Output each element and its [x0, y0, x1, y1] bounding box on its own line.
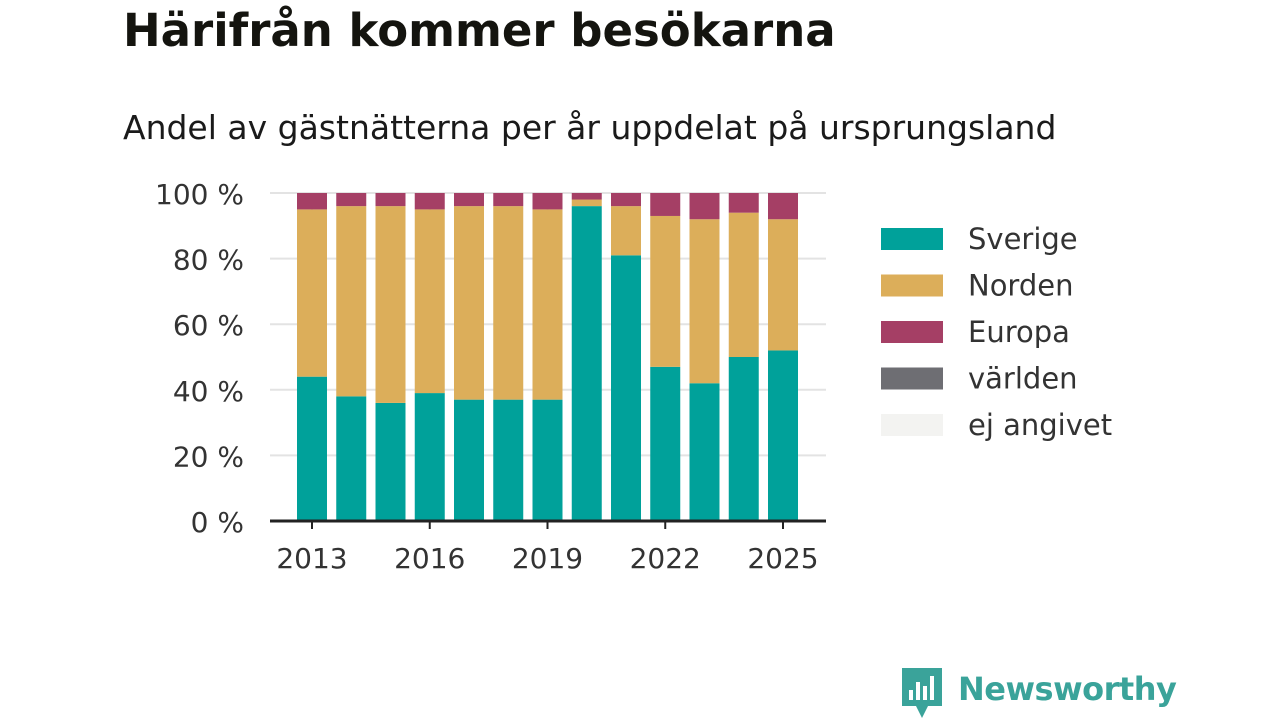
bar-segment: [454, 206, 484, 400]
bar-segment: [375, 206, 406, 403]
x-tick-label: 2025: [747, 542, 818, 575]
bar-segment: [297, 376, 327, 521]
bar-segment: [493, 206, 524, 400]
bar-segment: [375, 193, 406, 207]
chart-title: Härifrån kommer besökarna: [123, 4, 836, 57]
bar-segment: [611, 255, 641, 521]
bar-segment: [728, 193, 759, 213]
y-tick-label: 60 %: [173, 309, 244, 342]
legend-swatch: [881, 274, 943, 297]
bar-segment: [532, 193, 563, 210]
y-tick-label: 80 %: [173, 244, 244, 277]
bar-segment: [414, 193, 445, 210]
legend-label: Sverige: [968, 222, 1078, 256]
bar-segment: [689, 193, 720, 220]
bar-segment: [493, 399, 524, 521]
bar-segment: [336, 193, 367, 207]
bar-segment: [728, 357, 759, 521]
legend-label: Europa: [968, 315, 1070, 349]
y-tick-label: 40 %: [173, 375, 244, 408]
bar-segment: [493, 193, 524, 207]
legend-swatch: [881, 414, 943, 436]
bar-segment: [414, 209, 445, 394]
legend-swatch: [881, 367, 943, 390]
y-tick-label: 100 %: [155, 178, 244, 211]
bar-segment: [414, 393, 445, 521]
y-tick-label: 20 %: [173, 440, 244, 473]
bar-segment: [689, 219, 720, 384]
newsworthy-logo: Newsworthy: [902, 668, 1177, 720]
bar-segment: [611, 206, 641, 256]
bar-segment: [375, 402, 406, 521]
bar-segment: [571, 199, 602, 207]
x-tick-label: 2022: [630, 542, 701, 575]
bar-segment: [768, 219, 798, 351]
bar-segment: [650, 366, 681, 521]
bar-segment: [336, 396, 367, 521]
legend-swatch: [881, 321, 943, 343]
legend-label: världen: [968, 362, 1078, 396]
bar-segment: [571, 193, 602, 200]
bar-segment: [532, 209, 563, 400]
chart-subtitle: Andel av gästnätterna per år uppdelat på…: [123, 108, 1057, 147]
bar-segment: [611, 193, 641, 207]
bar-segment: [297, 193, 327, 210]
bar-segment: [336, 206, 367, 397]
bar-segment: [768, 193, 798, 220]
y-tick-label: 0 %: [191, 506, 244, 539]
bar-segment: [571, 206, 602, 521]
bar-segment: [297, 209, 327, 377]
bar-segment: [454, 193, 484, 207]
bar-segment: [650, 215, 681, 367]
bar-segment: [650, 193, 681, 216]
x-tick-label: 2016: [394, 542, 465, 575]
brand-name: Newsworthy: [958, 670, 1177, 708]
legend-swatch: [881, 228, 943, 250]
bar-segment: [532, 399, 563, 521]
bar-segment: [728, 212, 759, 357]
x-tick-label: 2013: [276, 542, 347, 575]
bar-segment: [768, 350, 798, 521]
x-tick-label: 2019: [512, 542, 583, 575]
legend-label: Norden: [968, 269, 1073, 303]
bar-segment: [689, 383, 720, 521]
bar-chart-icon: [902, 668, 942, 718]
legend-label: ej angivet: [968, 408, 1112, 442]
bar-segment: [454, 399, 484, 521]
